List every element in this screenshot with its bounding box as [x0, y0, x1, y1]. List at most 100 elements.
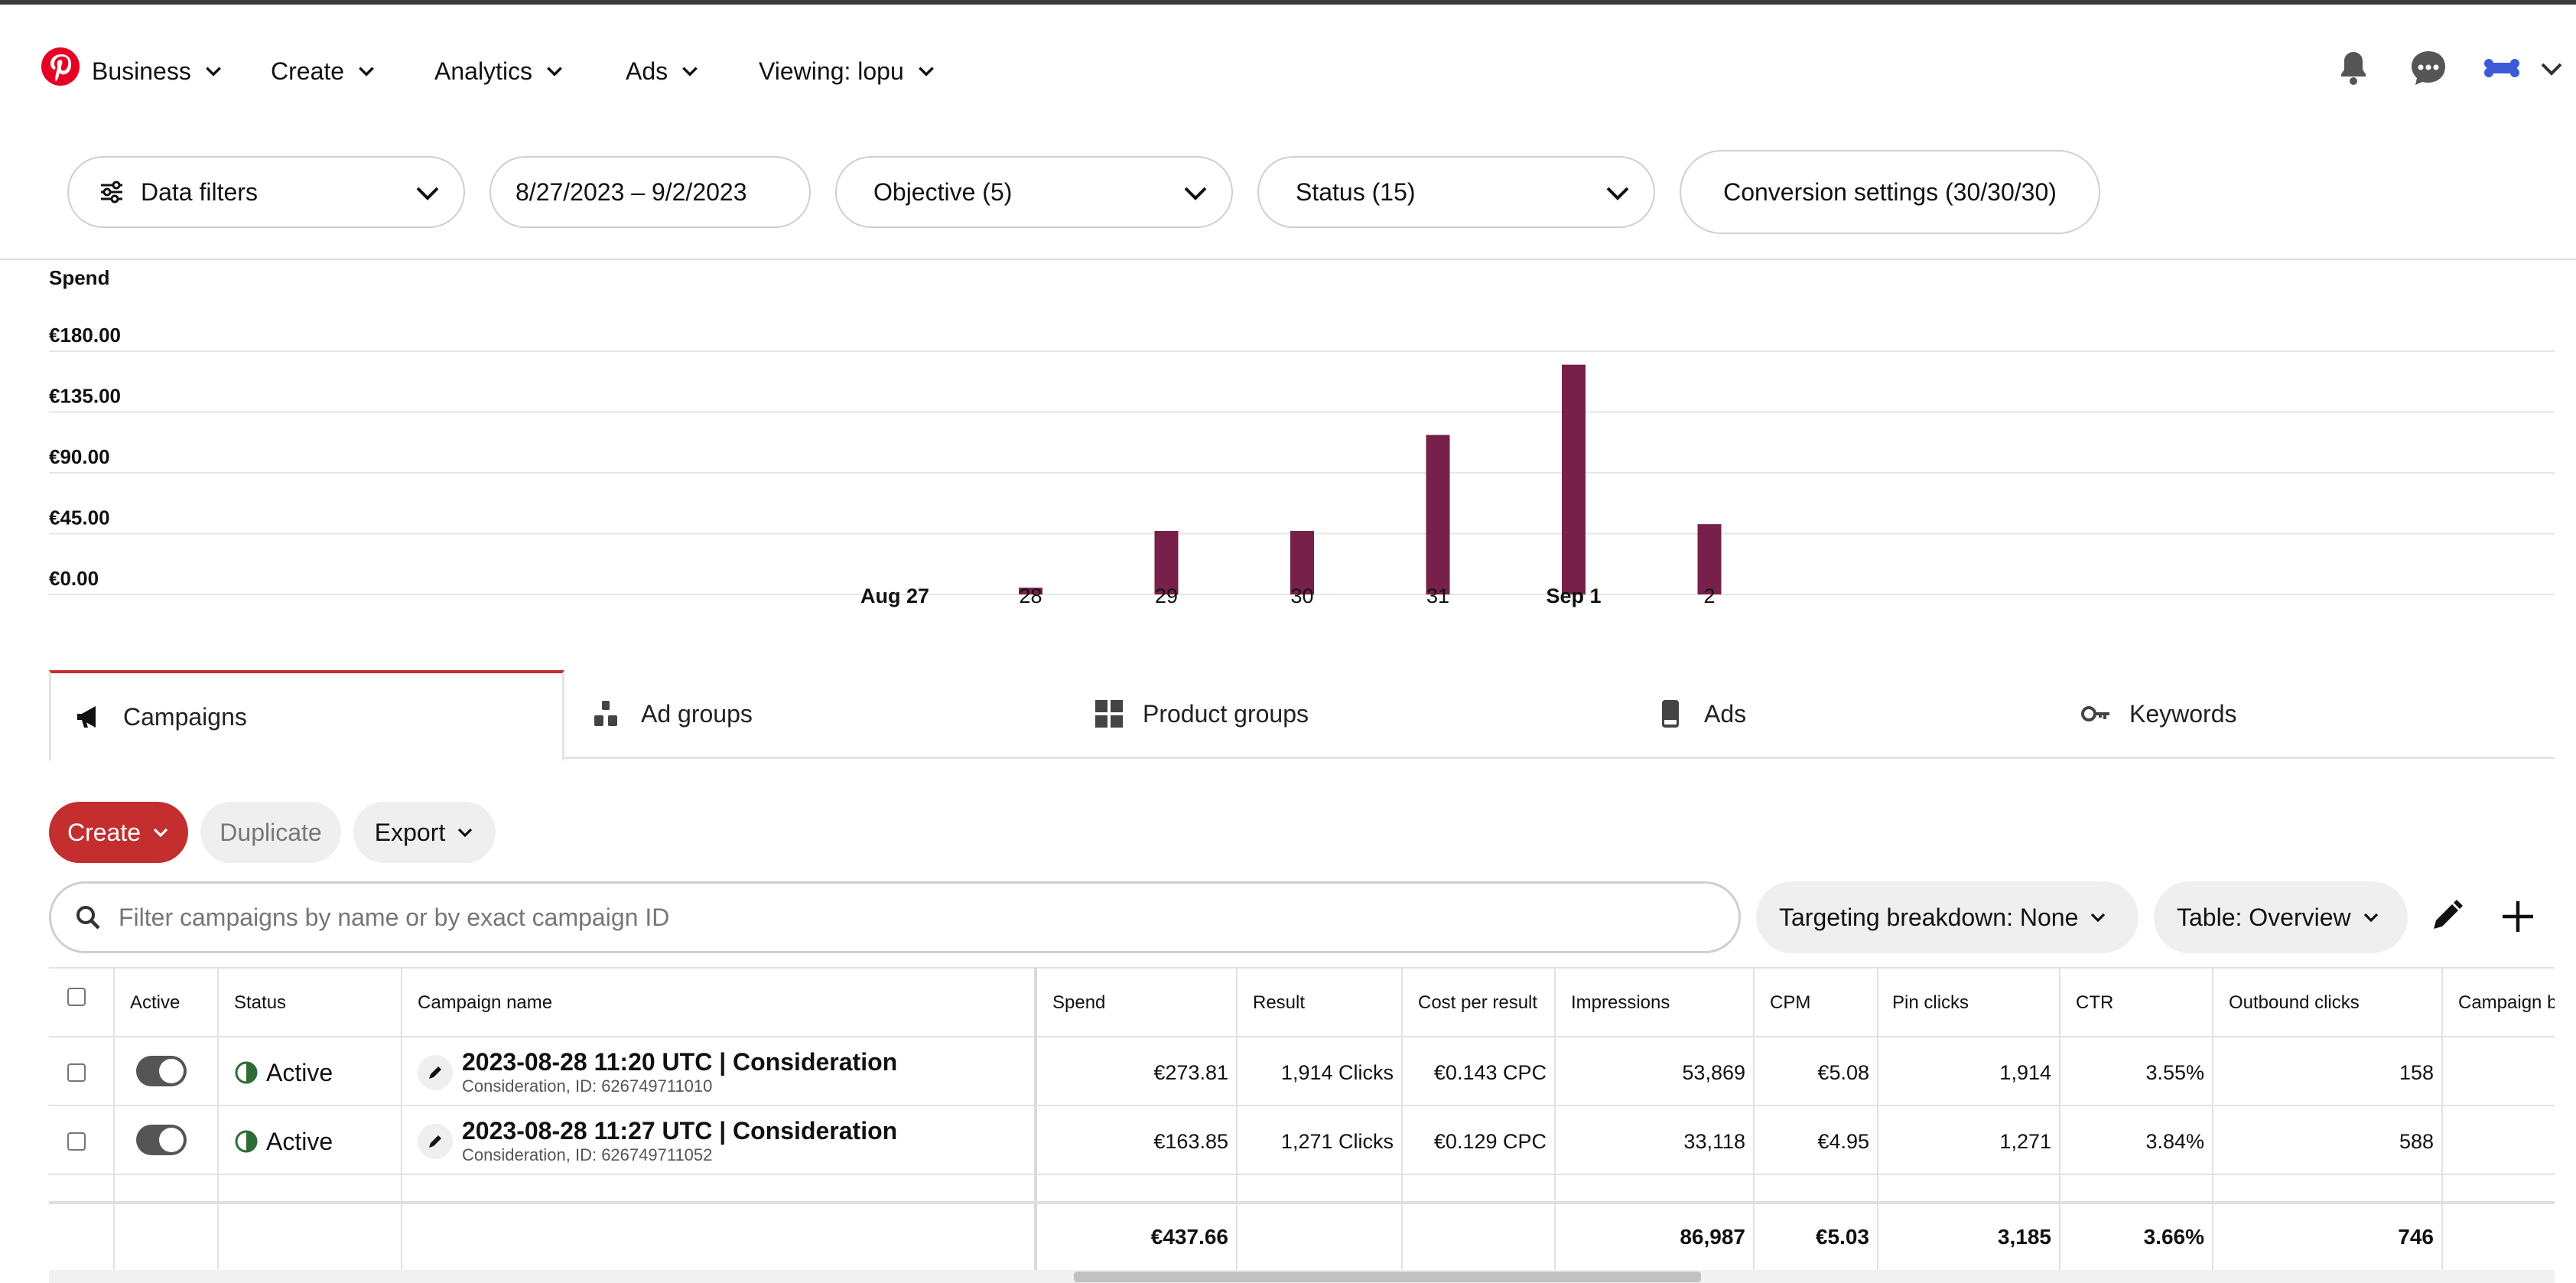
- key-icon: [2081, 706, 2109, 721]
- header-ctr[interactable]: CTR: [2076, 992, 2114, 1013]
- header-cpm[interactable]: CPM: [1770, 992, 1811, 1013]
- bell-icon[interactable]: [2333, 47, 2374, 89]
- status-text: Active: [266, 1127, 333, 1155]
- tab-ad-groups-label: Ad groups: [641, 699, 753, 728]
- tab-campaigns[interactable]: Campaigns: [49, 670, 564, 760]
- horizontal-scrollbar[interactable]: [49, 1270, 2555, 1283]
- chevron-down-icon: [205, 67, 221, 77]
- duplicate-button[interactable]: Duplicate: [200, 802, 341, 863]
- header-status[interactable]: Status: [234, 992, 287, 1013]
- campaign-id-text: Consideration, ID: 626749711052: [462, 1145, 713, 1164]
- nav-business[interactable]: Business: [92, 52, 223, 90]
- nav-viewing-account[interactable]: Viewing: lopu: [759, 52, 936, 90]
- x-tick-label: 30: [1290, 585, 1313, 607]
- tab-keywords-label: Keywords: [2129, 699, 2237, 728]
- header-outbound-clicks[interactable]: Outbound clicks: [2229, 992, 2360, 1013]
- total-cpm: €5.03: [1815, 1225, 1869, 1249]
- objective-dropdown[interactable]: Objective (5): [835, 156, 1233, 228]
- table-view-dropdown[interactable]: Table: Overview: [2154, 881, 2408, 953]
- nav-analytics[interactable]: Analytics: [434, 52, 564, 90]
- chevron-down-icon: [2363, 913, 2378, 923]
- campaign-name-link[interactable]: 2023-08-28 11:27 UTC | Consideration: [462, 1117, 898, 1145]
- header-campaign-name[interactable]: Campaign name: [418, 992, 553, 1013]
- select-all-checkbox[interactable]: [67, 988, 86, 1006]
- tab-product-groups[interactable]: Product groups: [1094, 670, 1553, 757]
- spend-bar: [1290, 530, 1314, 594]
- tab-keywords[interactable]: Keywords: [2080, 670, 2509, 757]
- header-result[interactable]: Result: [1253, 992, 1306, 1013]
- account-avatar-icon[interactable]: [2481, 47, 2522, 89]
- nav-create-label: Create: [271, 57, 345, 85]
- scrollbar-thumb[interactable]: [1074, 1272, 1701, 1282]
- result-value: 1,914 Clicks: [1280, 1060, 1394, 1084]
- total-spend: €437.66: [1150, 1225, 1228, 1249]
- campaign-search-input[interactable]: [119, 903, 1648, 932]
- outbound-clicks-value: 158: [2399, 1060, 2434, 1084]
- header-campaign-budget[interactable]: Campaign b: [2458, 992, 2555, 1013]
- frozen-column-divider: [1034, 967, 1037, 1270]
- targeting-breakdown-dropdown[interactable]: Targeting breakdown: None: [1756, 881, 2139, 953]
- column-divider: [113, 967, 115, 1270]
- header-impressions[interactable]: Impressions: [1571, 992, 1670, 1013]
- header-active[interactable]: Active: [130, 992, 181, 1013]
- nav-ads[interactable]: Ads: [626, 52, 700, 90]
- top-navigation: Business Create Analytics Ads Viewing: l…: [0, 5, 2576, 129]
- x-tick-label: 28: [1019, 585, 1042, 607]
- nav-viewing-label: Viewing: lopu: [759, 57, 904, 85]
- tab-ad-groups[interactable]: Ad groups: [592, 670, 1051, 757]
- x-tick-label: Sep 1: [1546, 585, 1601, 607]
- filter-bar: Data filters 8/27/2023 – 9/2/2023 Object…: [0, 145, 2576, 260]
- phone-icon: [1662, 700, 1679, 728]
- data-filters-dropdown[interactable]: Data filters: [67, 156, 465, 228]
- conversion-settings-label: Conversion settings (30/30/30): [1723, 177, 2057, 206]
- row-checkbox[interactable]: [67, 1063, 86, 1082]
- y-axis-label: Spend: [49, 266, 109, 289]
- date-range-picker[interactable]: 8/27/2023 – 9/2/2023: [490, 156, 811, 228]
- campaign-name-link[interactable]: 2023-08-28 11:20 UTC | Consideration: [462, 1048, 898, 1076]
- header-spend[interactable]: Spend: [1052, 992, 1106, 1013]
- impressions-value: 33,118: [1683, 1129, 1745, 1153]
- chevron-down-icon: [153, 828, 168, 838]
- result-value: 1,271 Clicks: [1280, 1129, 1394, 1153]
- nav-create[interactable]: Create: [271, 52, 376, 90]
- status-label: Status (15): [1296, 177, 1416, 206]
- campaign-name-cell: 2023-08-28 11:20 UTC | Consideration Con…: [418, 1039, 897, 1106]
- chevron-down-icon: [918, 67, 934, 77]
- pin-clicks-value: 1,271: [1999, 1129, 2051, 1153]
- chevron-down-icon: [547, 67, 562, 77]
- ctr-value: 3.55%: [2145, 1060, 2204, 1084]
- status-dropdown[interactable]: Status (15): [1257, 156, 1655, 228]
- tab-ads[interactable]: Ads: [1655, 670, 2038, 757]
- column-divider: [2441, 967, 2443, 1270]
- messages-icon[interactable]: [2408, 47, 2449, 89]
- conversion-settings-button[interactable]: Conversion settings (30/30/30): [1680, 150, 2100, 234]
- total-ctr: 3.66%: [2143, 1225, 2204, 1249]
- edit-columns-pencil-icon[interactable]: [2426, 897, 2466, 936]
- nav-business-label: Business: [92, 57, 191, 85]
- status-cell: Active: [234, 1039, 333, 1106]
- pinterest-logo-icon[interactable]: [41, 47, 80, 86]
- header-cost-per-result[interactable]: Cost per result: [1418, 992, 1538, 1013]
- table-row[interactable]: Active 2023-08-28 11:20 UTC | Considerat…: [49, 1039, 2555, 1106]
- chevron-down-icon: [682, 67, 698, 77]
- row-checkbox[interactable]: [67, 1132, 86, 1151]
- window-top-border: [0, 0, 2576, 5]
- add-plus-icon[interactable]: [2498, 897, 2538, 936]
- active-toggle[interactable]: [136, 1056, 187, 1086]
- x-tick-label: 31: [1426, 585, 1449, 607]
- create-campaign-button[interactable]: Create: [49, 802, 188, 863]
- spend-value: €163.85: [1153, 1129, 1228, 1153]
- edit-campaign-button[interactable]: [418, 1055, 453, 1090]
- column-divider: [2059, 967, 2060, 1270]
- account-chevron-down-icon[interactable]: [2536, 47, 2567, 89]
- column-divider: [217, 967, 219, 1270]
- campaign-name-cell: 2023-08-28 11:27 UTC | Consideration Con…: [418, 1108, 897, 1175]
- header-pin-clicks[interactable]: Pin clicks: [1892, 992, 1969, 1013]
- active-toggle[interactable]: [136, 1125, 187, 1155]
- column-divider: [2212, 967, 2213, 1270]
- table-row[interactable]: Active 2023-08-28 11:27 UTC | Considerat…: [49, 1108, 2555, 1175]
- export-button[interactable]: Export: [353, 802, 496, 863]
- cost-per-result-value: €0.129 CPC: [1433, 1129, 1547, 1153]
- edit-campaign-button[interactable]: [418, 1124, 453, 1159]
- export-button-label: Export: [374, 818, 446, 846]
